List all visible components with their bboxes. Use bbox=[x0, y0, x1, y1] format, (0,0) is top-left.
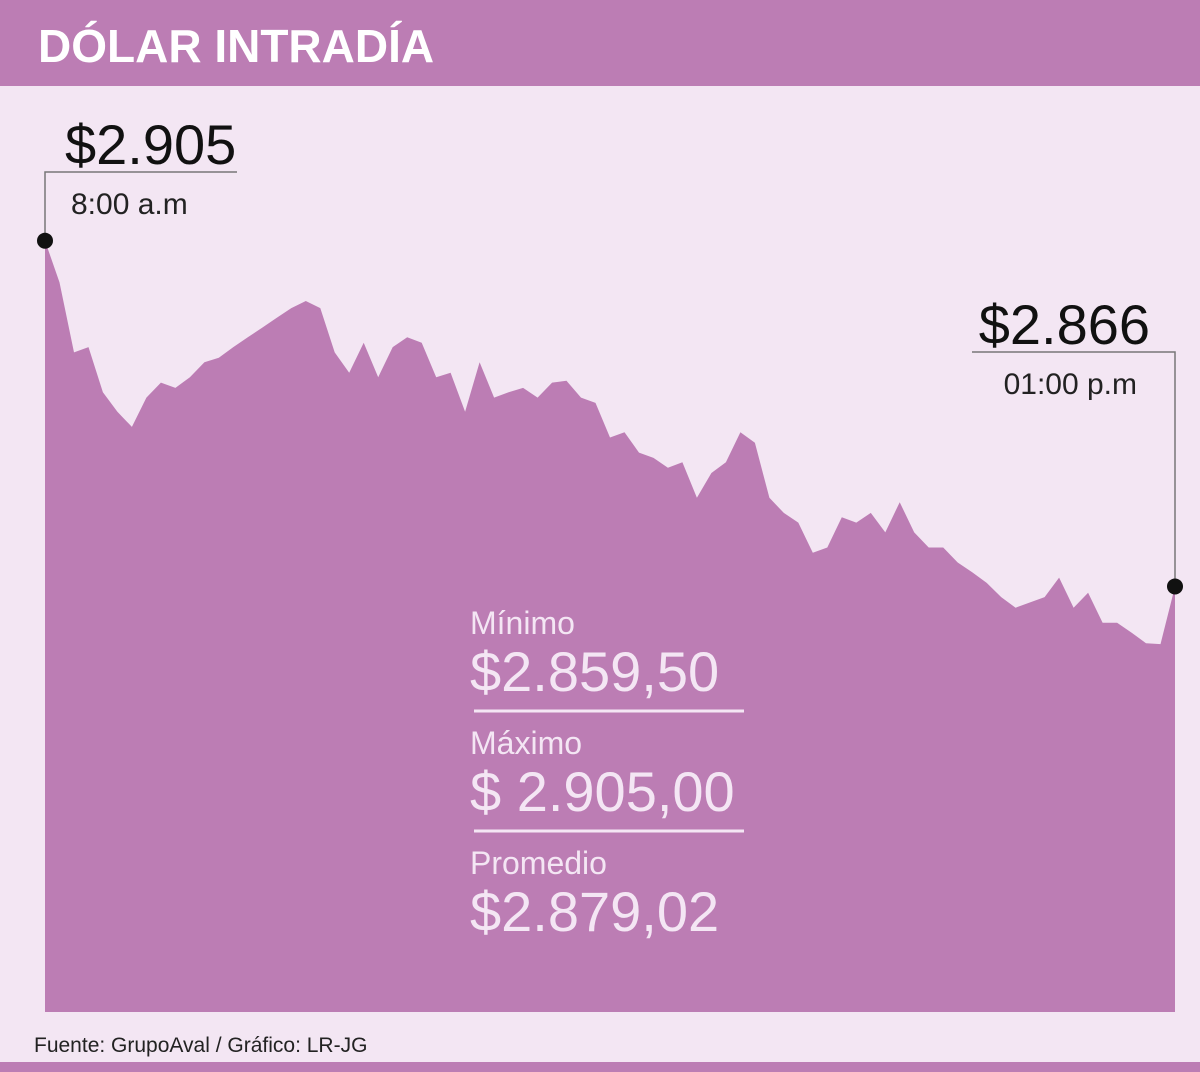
value-label: $2.866 bbox=[979, 293, 1150, 356]
stat-value: $ 2.905,00 bbox=[470, 760, 735, 823]
stat-name: Mínimo bbox=[470, 605, 575, 641]
time-label: 8:00 a.m bbox=[71, 188, 188, 221]
point-marker bbox=[37, 232, 53, 249]
point-marker bbox=[1167, 578, 1183, 595]
area bbox=[45, 240, 1175, 1012]
chart-title: DÓLAR INTRADÍA bbox=[38, 20, 434, 72]
stat-value: $2.859,50 bbox=[470, 640, 719, 703]
header-band bbox=[0, 0, 1200, 86]
footer-band bbox=[0, 1062, 1200, 1072]
stat-value: $2.879,02 bbox=[470, 880, 719, 943]
value-label: $2.905 bbox=[65, 113, 236, 176]
stat-name: Máximo bbox=[470, 725, 582, 761]
time-label: 01:00 p.m bbox=[1004, 368, 1137, 401]
leader-line bbox=[44, 171, 237, 241]
source: Fuente: GrupoAval / Gráfico: LR-JG bbox=[34, 1034, 367, 1057]
leader-line bbox=[972, 351, 1176, 587]
stat-name: Promedio bbox=[470, 845, 607, 881]
